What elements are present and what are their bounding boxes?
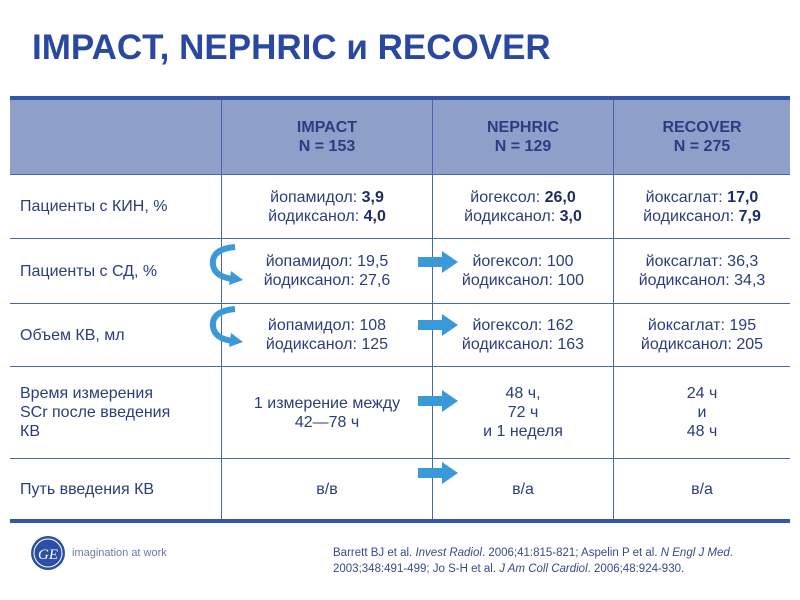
label-line: Время измерения [20, 385, 153, 402]
header-n: N = 153 [298, 138, 356, 155]
cell-text: и 1 неделя [483, 423, 563, 440]
cell-text: йоксаглат: 195 [647, 317, 757, 334]
svg-text:GE: GE [38, 547, 58, 563]
header-row: IMPACT N = 153 NEPHRIC N = 129 RECOVER N = … [10, 98, 790, 175]
table-row: Пациенты с КИН, % йопамидол: 3,9 йодиксан… [10, 174, 790, 239]
table-row: Время измерения SCr после введения КВ 1 из… [10, 366, 790, 459]
table-cell: в/а [613, 458, 790, 521]
cite-journal: Invest Radiol [415, 547, 482, 559]
cell-text: йогексол: 162 [472, 317, 574, 334]
table-cell: 1 измерение между 42—78 ч [221, 366, 433, 459]
curved-arrow-icon [209, 306, 243, 347]
cell-text: йодиксанол: [268, 207, 364, 225]
right-arrow-icon [418, 251, 458, 273]
table-cell: йопамидол: 19,5 йодиксанол: 27,6 [221, 238, 433, 304]
table-cell: 48 ч, 72 ч и 1 неделя [432, 366, 614, 459]
cell-value: 3,0 [559, 207, 582, 225]
cell-text: 42—78 ч [294, 413, 360, 431]
table-cell: в/в [221, 458, 433, 521]
cell-value: 3,9 [361, 188, 384, 206]
row-label: Путь введения КВ [10, 458, 222, 521]
row-label: Пациенты с СД, % [10, 238, 222, 304]
cell-text: 48 ч, [505, 385, 541, 402]
cite-text: Barrett BJ et al. [333, 547, 416, 559]
header-empty [10, 98, 222, 175]
cell-text: и [697, 404, 707, 421]
header-n: N = 129 [494, 138, 552, 155]
comparison-table: IMPACT N = 153 NEPHRIC N = 129 RECOVER N = … [10, 96, 790, 523]
header-recover: RECOVER N = 275 [613, 98, 790, 175]
cell-text: йоксаглат: [645, 188, 728, 206]
label-line: SCr после введения [20, 404, 171, 421]
table-cell: в/а [432, 458, 614, 521]
cell-text: йогексол: 100 [472, 253, 574, 270]
cell-text: йопамидол: 19,5 [265, 253, 389, 270]
cell-text: йодиксанол: 205 [640, 336, 764, 353]
cell-text: йодиксанол: 100 [461, 272, 585, 289]
cite-text: . 2006;41:815-821; Aspelin P et al. [481, 547, 661, 559]
table-row: Пациенты с СД, % йопамидол: 19,5 йодиксан… [10, 238, 790, 304]
table-row: Объем КВ, мл йопамидол: 108 йодиксанол: 1… [10, 303, 790, 367]
table-cell: 24 ч и 48 ч [613, 366, 790, 459]
header-n: N = 275 [673, 138, 731, 155]
cell-text: йоксаглат: 36,3 [645, 253, 759, 270]
table-cell: йоксаглат: 195 йодиксанол: 205 [613, 303, 790, 367]
row-label: Время измерения SCr после введения КВ [10, 366, 222, 459]
logo-tagline: imagination at work [72, 547, 167, 559]
right-arrow-icon [418, 314, 458, 336]
header-name: RECOVER [662, 119, 742, 136]
cell-text: йодиксанол: 34,3 [638, 272, 766, 289]
cell-text: 72 ч [507, 404, 539, 421]
cell-text: йодиксанол: 125 [265, 336, 389, 353]
cell-text: йодиксанол: [464, 207, 560, 225]
label-line: КВ [20, 423, 40, 440]
table-cell: йогексол: 26,0 йодиксанол: 3,0 [432, 174, 614, 239]
cite-journal: N Engl J Med [660, 547, 730, 559]
cite-text: . 2006;48:924-930. [587, 563, 685, 575]
cell-value: 26,0 [544, 188, 576, 206]
cell-text: йодиксанол: 163 [461, 336, 585, 353]
cell-value: 4,0 [363, 207, 386, 225]
table-cell: йогексол: 162 йодиксанол: 163 [432, 303, 614, 367]
right-arrow-icon [418, 390, 458, 412]
table-cell: йоксаглат: 17,0 йодиксанол: 7,9 [613, 174, 790, 239]
cell-text: йопамидол: [270, 188, 362, 206]
table-cell: йоксаглат: 36,3 йодиксанол: 34,3 [613, 238, 790, 304]
cite-journal: J Am Coll Cardiol [499, 563, 588, 575]
cell-text: 1 измерение между [253, 394, 401, 412]
cell-value: 7,9 [738, 207, 761, 225]
cell-text: 24 ч [686, 385, 718, 402]
ge-logo: GE imagination at work [30, 535, 167, 571]
cell-value: 17,0 [727, 188, 759, 206]
header-nephric: NEPHRIC N = 129 [432, 98, 614, 175]
citation: Barrett BJ et al. Invest Radiol. 2006;41… [333, 545, 753, 577]
table-cell: йопамидол: 108 йодиксанол: 125 [221, 303, 433, 367]
slide-title: IMPACT, NEPHRIC и RECOVER [32, 28, 551, 67]
cell-text: йодиксанол: [643, 207, 739, 225]
right-arrow-icon [418, 462, 458, 484]
header-name: NEPHRIC [486, 119, 559, 136]
table-cell: йопамидол: 3,9 йодиксанол: 4,0 [221, 174, 433, 239]
cell-text: 48 ч [686, 423, 718, 440]
cell-text: йопамидол: 108 [267, 317, 387, 334]
table-row: Путь введения КВ в/в в/а в/а [10, 458, 790, 521]
cite-text: . 2003;348:491-499; Jo S-H et al. [333, 547, 733, 575]
table-cell: йогексол: 100 йодиксанол: 100 [432, 238, 614, 304]
cell-text: йогексол: [470, 188, 545, 206]
header-impact: IMPACT N = 153 [221, 98, 433, 175]
row-label: Пациенты с КИН, % [10, 174, 222, 239]
cell-text: йодиксанол: 27,6 [263, 272, 391, 289]
curved-arrow-icon [209, 244, 243, 285]
header-name: IMPACT [296, 119, 358, 136]
ge-monogram-icon: GE [31, 536, 65, 570]
row-label: Объем КВ, мл [10, 303, 222, 367]
